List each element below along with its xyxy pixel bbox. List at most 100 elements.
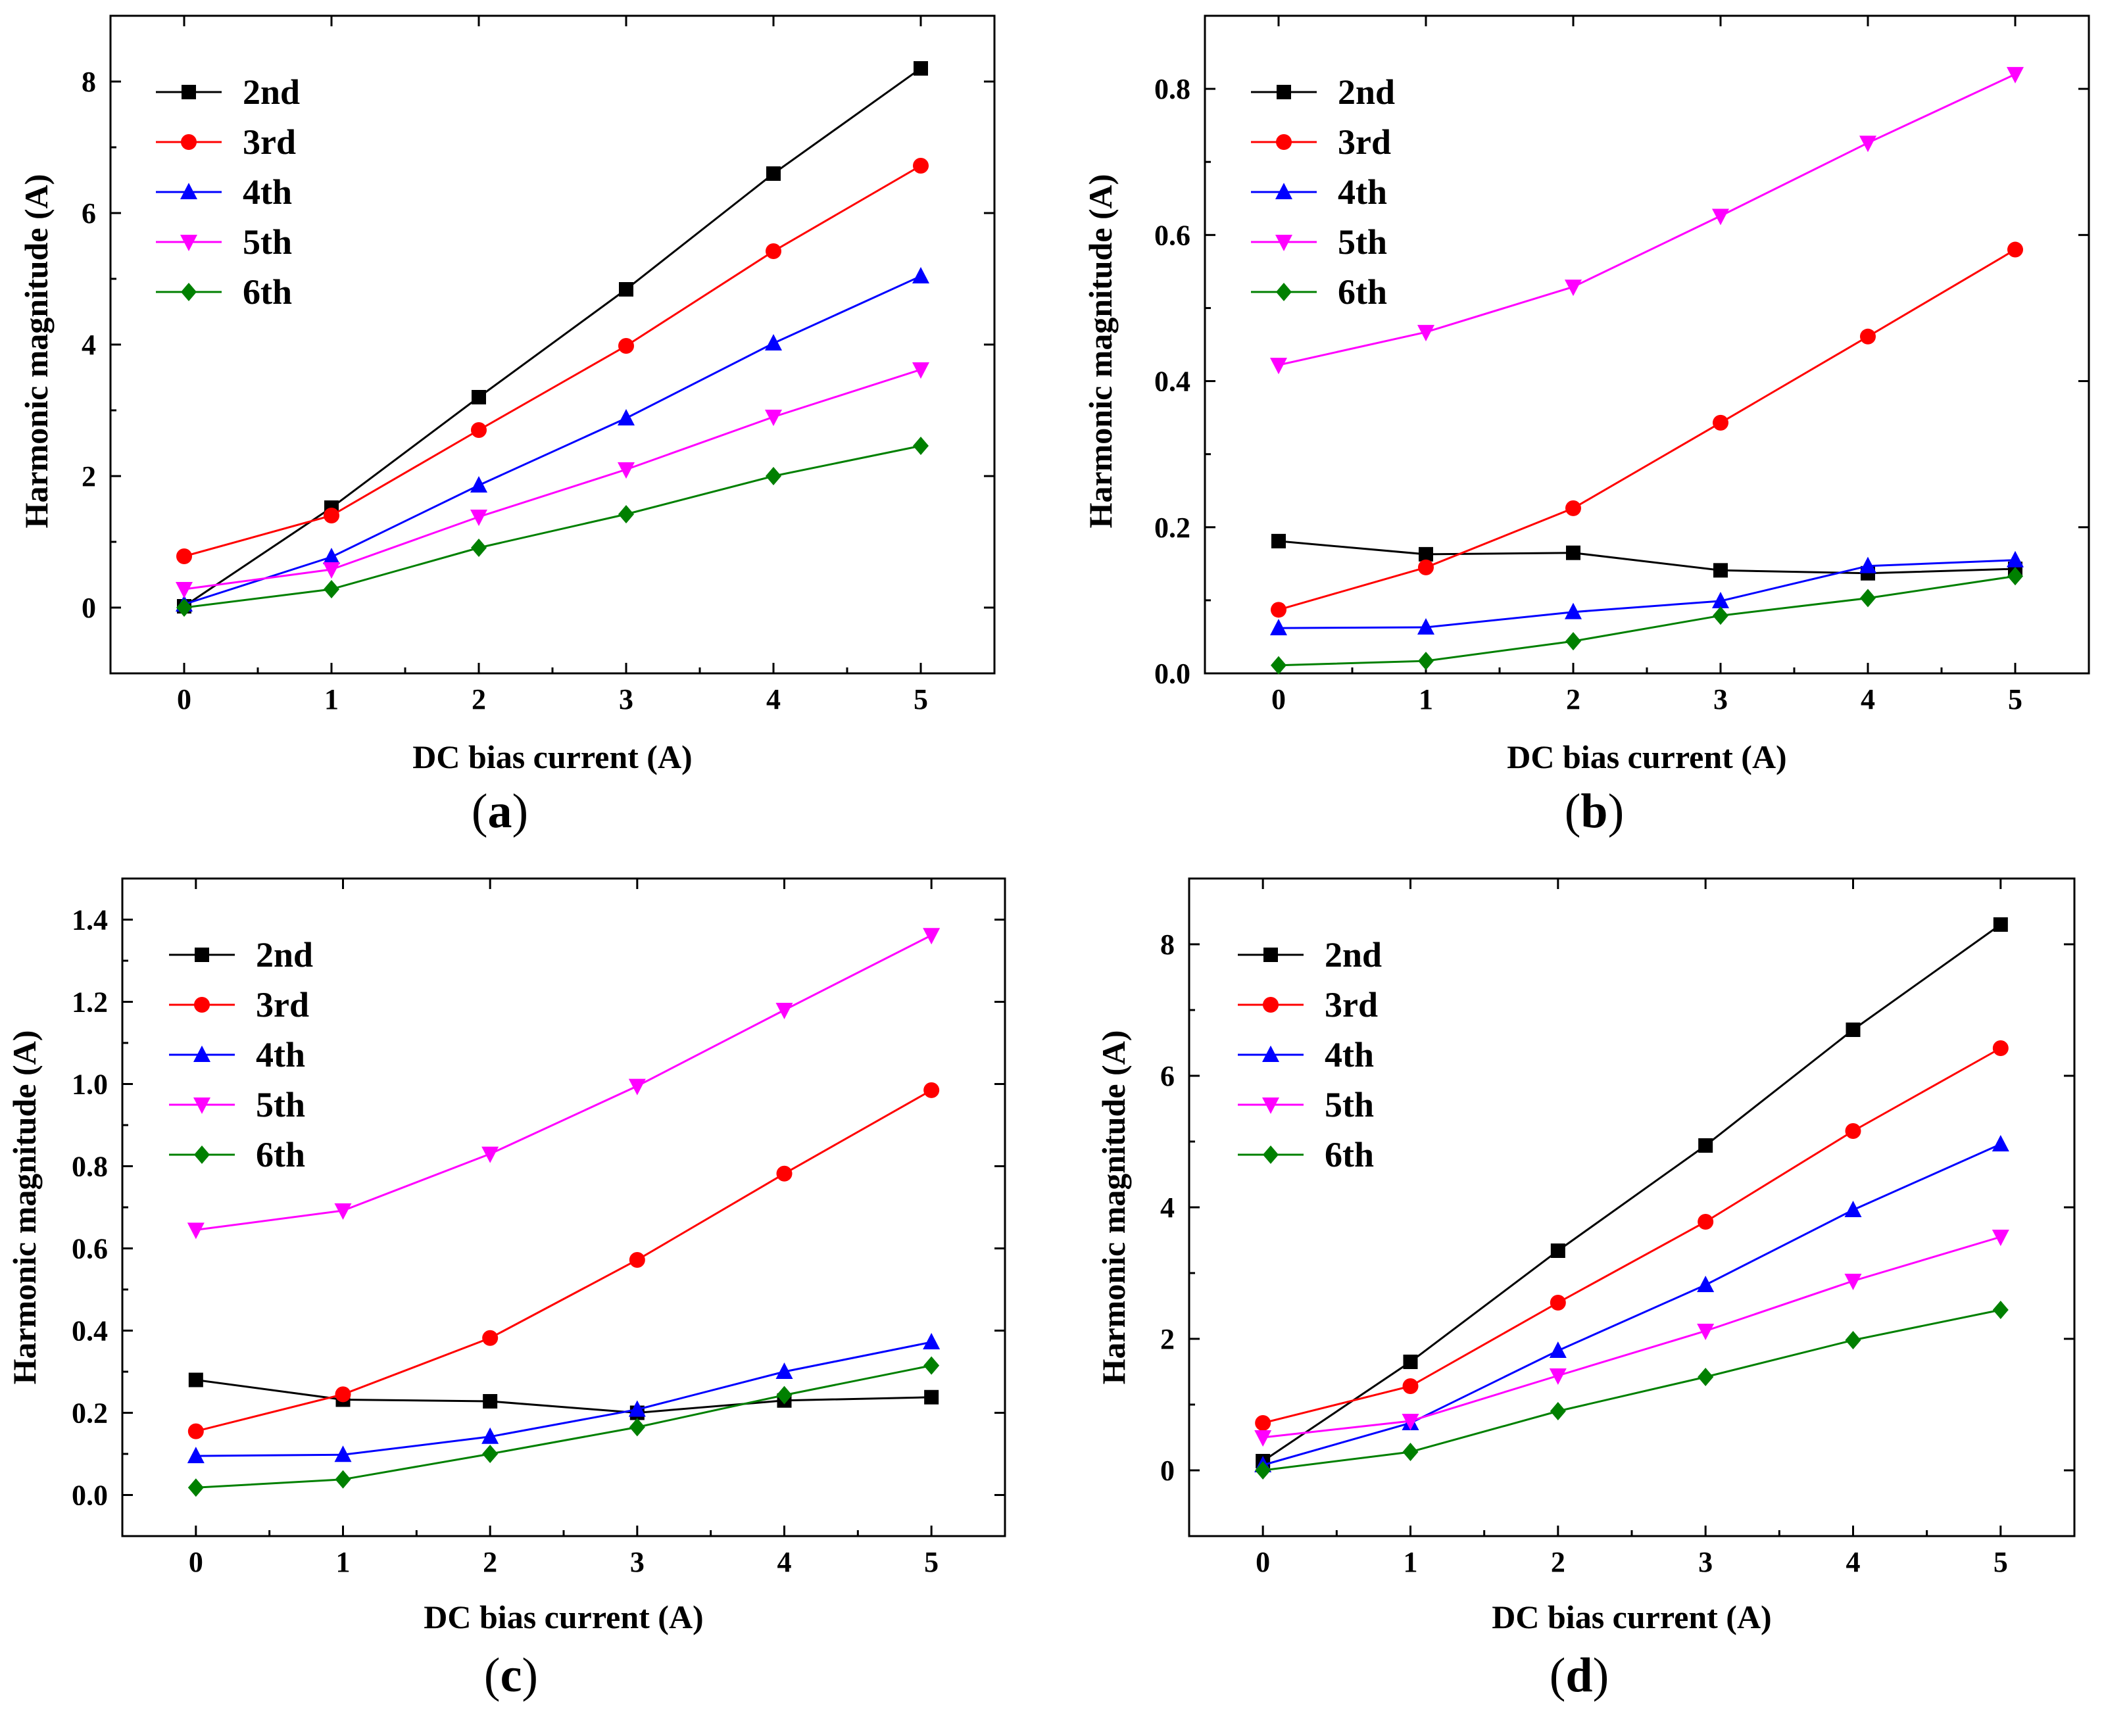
- legend: 2nd 3rd 4th 5th 6th: [1238, 935, 1382, 1174]
- data-point-6th: [1845, 1331, 1861, 1349]
- data-point-2nd: [188, 1372, 203, 1387]
- data-point-6th: [187, 1478, 204, 1497]
- data-point-4th: [334, 1445, 352, 1462]
- data-point-3rd: [1698, 1214, 1714, 1230]
- data-point-4th: [775, 1362, 793, 1379]
- data-point-3rd: [1418, 559, 1434, 575]
- y-tick-label: 1.4: [72, 904, 108, 936]
- data-point-2nd: [1698, 1138, 1713, 1153]
- data-point-2nd: [924, 1389, 939, 1405]
- data-point-2nd: [619, 282, 633, 297]
- x-tick-label: 3: [1713, 683, 1728, 715]
- series-line-2nd: [195, 1379, 932, 1414]
- legend-label: 5th: [243, 222, 292, 262]
- legend-marker-3rd: [194, 997, 210, 1013]
- y-tick-label: 0.6: [1154, 219, 1190, 251]
- data-point-5th: [481, 1146, 499, 1163]
- data-point-4th: [1417, 618, 1434, 635]
- x-tick-label: 2: [483, 1546, 497, 1578]
- x-tick-label: 5: [924, 1546, 939, 1578]
- chart-panel-c: 0.0 0.2 0.4 0.6 0.8 1.0 1.2 1.4 0 1 2 3 4 5 DC bias cu…: [6, 877, 1006, 1702]
- data-point-5th: [1859, 135, 1876, 153]
- legend-label: 5th: [256, 1085, 305, 1124]
- data-point-5th: [2007, 66, 2024, 84]
- series-line-4th: [183, 275, 921, 606]
- data-point-6th: [766, 467, 781, 485]
- series-line-6th: [1263, 1309, 2001, 1472]
- legend: 2nd 3rd 4th 5th 6th: [156, 72, 300, 312]
- legend-label: 2nd: [256, 935, 313, 975]
- data-point-4th: [1992, 1135, 2009, 1151]
- data-point-2nd: [766, 166, 781, 181]
- y-tick-label: 6: [82, 197, 96, 229]
- series-line-2nd: [183, 67, 921, 608]
- legend-marker-3rd: [1263, 997, 1279, 1013]
- legend-label: 2nd: [1338, 72, 1395, 112]
- chart-panel-a: 0 2 4 6 8 0 1 2 3 4 5 DC bias current (A) Harmonic m…: [18, 14, 996, 838]
- x-tick-label: 1: [324, 683, 339, 715]
- data-point-4th: [1844, 1201, 1862, 1217]
- series-line-5th: [1278, 73, 2016, 366]
- legend-label: 6th: [243, 272, 292, 312]
- x-tick-label: 2: [1566, 683, 1580, 715]
- series-line-3rd: [1262, 1047, 2001, 1424]
- legend-label: 4th: [243, 172, 292, 212]
- data-point-3rd: [1713, 414, 1728, 431]
- data-point-4th: [1270, 619, 1287, 636]
- x-axis-title: DC bias current (A): [1492, 1599, 1771, 1635]
- panel-label: (c): [484, 1649, 538, 1702]
- data-point-6th: [1713, 606, 1728, 625]
- x-tick-label: 3: [630, 1546, 645, 1578]
- legend-label: 3rd: [1325, 985, 1378, 1025]
- data-point-5th: [1697, 1324, 1715, 1340]
- data-point-6th: [1402, 1443, 1419, 1461]
- legend: 2nd 3rd 4th 5th 6th: [1251, 72, 1395, 312]
- data-point-6th: [1860, 589, 1876, 608]
- y-tick-label: 8: [82, 66, 96, 98]
- legend-label: 5th: [1325, 1085, 1374, 1124]
- series-line-5th: [183, 368, 921, 591]
- legend-marker-6th: [1263, 1145, 1279, 1164]
- y-tick-label: 6: [1160, 1060, 1175, 1092]
- data-point-4th: [2007, 550, 2024, 567]
- legend-marker-5th: [193, 1097, 210, 1114]
- data-point-3rd: [629, 1252, 645, 1268]
- series-line-6th: [183, 445, 921, 609]
- panel-label: (d): [1550, 1649, 1609, 1702]
- data-point-3rd: [482, 1330, 499, 1346]
- plot-frame: [1188, 877, 2076, 1537]
- data-point-3rd: [324, 508, 339, 523]
- data-point-4th: [1549, 1341, 1567, 1358]
- y-axis-title: Harmonic magnitude (A): [6, 1030, 43, 1385]
- data-point-5th: [618, 462, 635, 479]
- series-line-3rd: [195, 1089, 932, 1433]
- legend-label: 6th: [1338, 272, 1387, 312]
- legend-label: 6th: [256, 1135, 305, 1174]
- data-point-5th: [1270, 358, 1287, 375]
- x-tick-label: 0: [1256, 1546, 1270, 1578]
- data-point-4th: [1859, 556, 1876, 573]
- data-point-5th: [1549, 1368, 1567, 1385]
- data-point-4th: [470, 476, 487, 493]
- y-tick-label: 0.6: [72, 1233, 108, 1265]
- data-point-3rd: [1550, 1295, 1566, 1311]
- y-axis-title: Harmonic magnitude (A): [1095, 1030, 1132, 1385]
- data-point-3rd: [1845, 1123, 1861, 1139]
- legend-label: 3rd: [256, 985, 309, 1025]
- x-tick-label: 1: [1419, 683, 1433, 715]
- series-line-5th: [1263, 1236, 2001, 1439]
- data-point-5th: [1402, 1414, 1419, 1430]
- y-tick-label: 4: [1160, 1192, 1175, 1224]
- data-point-6th: [1992, 1301, 2009, 1319]
- y-tick-label: 0.2: [72, 1397, 108, 1430]
- plot-frame: [121, 877, 1006, 1537]
- series-line-3rd: [183, 164, 921, 558]
- data-point-5th: [1844, 1274, 1862, 1290]
- y-axis-title: Harmonic magnitude (A): [1082, 174, 1119, 529]
- data-point-3rd: [923, 1082, 940, 1098]
- data-point-5th: [470, 510, 487, 526]
- data-point-6th: [2007, 567, 2023, 586]
- y-tick-label: 0.4: [1154, 366, 1190, 398]
- legend-label: 2nd: [1325, 935, 1382, 975]
- data-point-5th: [334, 1203, 352, 1220]
